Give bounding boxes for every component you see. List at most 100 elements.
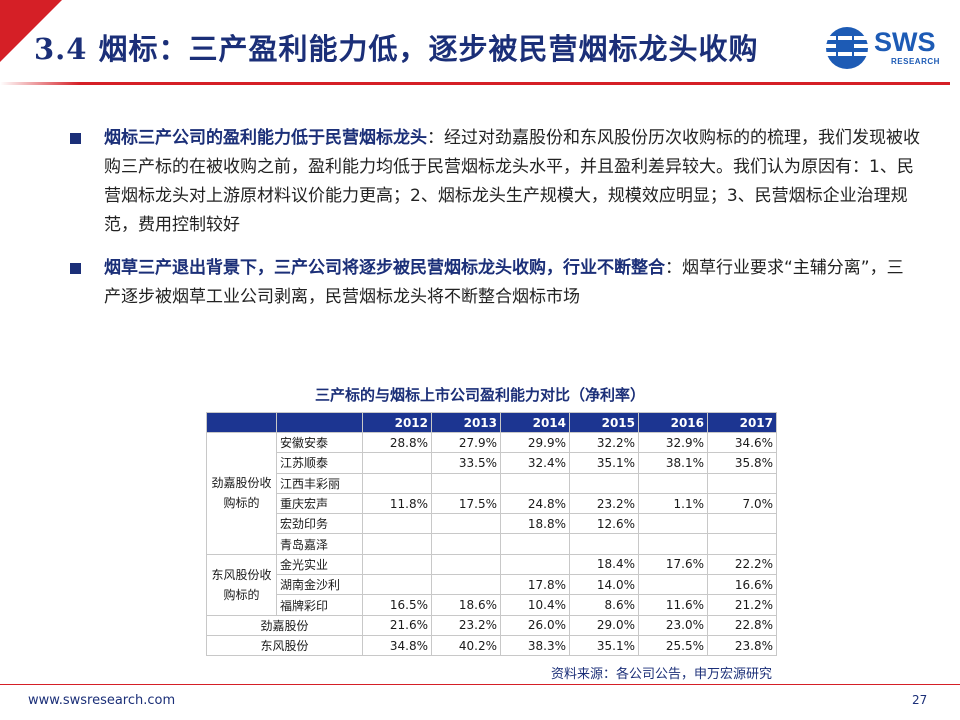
- value-cell: 26.0%: [500, 614, 570, 636]
- table-row: 东风股份收购标的 金光实业 18.4% 17.6% 22.2%: [206, 553, 777, 616]
- footer-divider: [0, 684, 960, 685]
- value-cell: 35.1%: [569, 634, 639, 657]
- value-cell: [431, 472, 501, 494]
- company-cell: 安徽安泰: [276, 431, 363, 454]
- table-header-row: 2012 2013 2014 2015 2016 2017: [206, 412, 777, 433]
- company-cell: 福牌彩印: [276, 594, 363, 616]
- value-cell: 22.8%: [707, 614, 777, 636]
- group-label: 东风股份收购标的: [206, 553, 277, 616]
- value-cell: 23.2%: [431, 614, 501, 636]
- value-cell: [431, 513, 501, 535]
- year-header: 2015: [569, 412, 639, 433]
- value-cell: 35.8%: [707, 452, 777, 474]
- value-cell: 27.9%: [431, 431, 501, 454]
- bullet-item-2: 烟草三产退出背景下，三产公司将逐步被民营烟标龙头收购，行业不断整合：烟草行业要求…: [70, 254, 920, 312]
- value-cell: 12.6%: [569, 513, 639, 535]
- value-cell: [638, 472, 708, 494]
- company-cell: 江西丰彩丽: [276, 472, 363, 494]
- sws-logo: SWS RESEARCH: [824, 25, 944, 73]
- value-cell: 33.5%: [431, 452, 501, 474]
- company-cell: 湖南金沙利: [276, 574, 363, 596]
- title-underline: [20, 82, 950, 85]
- value-cell: 23.0%: [638, 614, 708, 636]
- value-cell: 29.9%: [500, 431, 570, 454]
- value-cell: 38.3%: [500, 634, 570, 657]
- bullet-lead: 烟标三产公司的盈利能力低于民营烟标龙头: [104, 128, 427, 148]
- value-cell: 34.8%: [362, 634, 432, 657]
- value-cell: 32.9%: [638, 431, 708, 454]
- value-cell: 10.4%: [500, 594, 570, 616]
- value-cell: [569, 472, 639, 494]
- title-bar: 3.4 烟标：三产盈利能力低，逐步被民营烟标龙头收购 SWS RESEARCH: [0, 0, 960, 100]
- value-cell: [638, 533, 708, 555]
- title-underline-fade: [0, 82, 80, 85]
- value-cell: 7.0%: [707, 492, 777, 515]
- value-cell: [707, 513, 777, 535]
- value-cell: 38.1%: [638, 452, 708, 474]
- value-cell: 22.2%: [707, 553, 777, 576]
- total-company-cell: 劲嘉股份: [206, 614, 363, 636]
- value-cell: [362, 574, 432, 596]
- company-cell: 金光实业: [276, 553, 363, 576]
- page-number: 27: [912, 693, 928, 707]
- value-cell: [431, 574, 501, 596]
- value-cell: 16.5%: [362, 594, 432, 616]
- logo-text: SWS: [874, 27, 936, 57]
- logo-subtext: RESEARCH: [891, 57, 940, 66]
- value-cell: 18.8%: [500, 513, 570, 535]
- value-cell: [431, 533, 501, 555]
- value-cell: 21.6%: [362, 614, 432, 636]
- value-cell: [707, 533, 777, 555]
- value-cell: 32.4%: [500, 452, 570, 474]
- table-row: 江苏顺泰 33.5% 32.4% 35.1% 38.1% 35.8%: [207, 452, 777, 474]
- value-cell: 17.6%: [638, 553, 708, 576]
- value-cell: [638, 513, 708, 535]
- value-cell: [569, 533, 639, 555]
- value-cell: 34.6%: [707, 431, 777, 454]
- table-row: 青岛嘉泽: [207, 533, 777, 555]
- value-cell: [362, 533, 432, 555]
- bullet-square-icon: [70, 263, 81, 274]
- value-cell: 28.8%: [362, 431, 432, 454]
- value-cell: 18.6%: [431, 594, 501, 616]
- table-row: 劲嘉股份收购标的 安徽安泰 28.8% 27.9% 29.9% 32.2% 32…: [206, 431, 777, 555]
- value-cell: 11.8%: [362, 492, 432, 515]
- year-header: 2016: [638, 412, 708, 433]
- value-cell: [500, 553, 570, 576]
- bullet-lead: 烟草三产退出背景下，三产公司将逐步被民营烟标龙头收购，行业不断整合: [104, 258, 665, 278]
- value-cell: 14.0%: [569, 574, 639, 596]
- value-cell: 8.6%: [569, 594, 639, 616]
- value-cell: 17.5%: [431, 492, 501, 515]
- company-cell: 江苏顺泰: [276, 452, 363, 474]
- year-header: 2014: [500, 412, 570, 433]
- value-cell: 25.5%: [638, 634, 708, 657]
- year-header: 2013: [431, 412, 501, 433]
- table-row: 重庆宏声 11.8% 17.5% 24.8% 23.2% 1.1% 7.0%: [207, 492, 777, 515]
- margin-table: 2012 2013 2014 2015 2016 2017 劲嘉股份收购标的 安…: [206, 412, 777, 657]
- table-row: 湖南金沙利 17.8% 14.0% 16.6%: [207, 574, 777, 596]
- header-blank: [276, 412, 363, 433]
- sws-logo-icon: [826, 27, 868, 69]
- value-cell: 29.0%: [569, 614, 639, 636]
- year-header: 2012: [362, 412, 432, 433]
- value-cell: 23.2%: [569, 492, 639, 515]
- value-cell: [362, 472, 432, 494]
- group-label: 劲嘉股份收购标的: [206, 432, 277, 555]
- table-row: 福牌彩印 16.5% 18.6% 10.4% 8.6% 11.6% 21.2%: [207, 594, 777, 616]
- value-cell: [362, 452, 432, 474]
- value-cell: 32.2%: [569, 431, 639, 454]
- value-cell: [431, 553, 501, 576]
- footer-url[interactable]: www.swsresearch.com: [28, 693, 176, 708]
- corner-accent: [0, 0, 62, 62]
- value-cell: [500, 472, 570, 494]
- value-cell: [500, 533, 570, 555]
- value-cell: 40.2%: [431, 634, 501, 657]
- bullet-item-1: 烟标三产公司的盈利能力低于民营烟标龙头：经过对劲嘉股份和东风股份历次收购标的的梳…: [70, 124, 920, 240]
- table-row: 劲嘉股份 21.6% 23.2% 26.0% 29.0% 23.0% 22.8%: [206, 614, 777, 636]
- value-cell: 1.1%: [638, 492, 708, 515]
- value-cell: 21.2%: [707, 594, 777, 616]
- table-caption: 三产标的与烟标上市公司盈利能力对比（净利率）: [314, 386, 645, 404]
- bullet-list: 烟标三产公司的盈利能力低于民营烟标龙头：经过对劲嘉股份和东风股份历次收购标的的梳…: [70, 124, 920, 326]
- value-cell: [362, 513, 432, 535]
- company-cell: 宏劲印务: [276, 513, 363, 535]
